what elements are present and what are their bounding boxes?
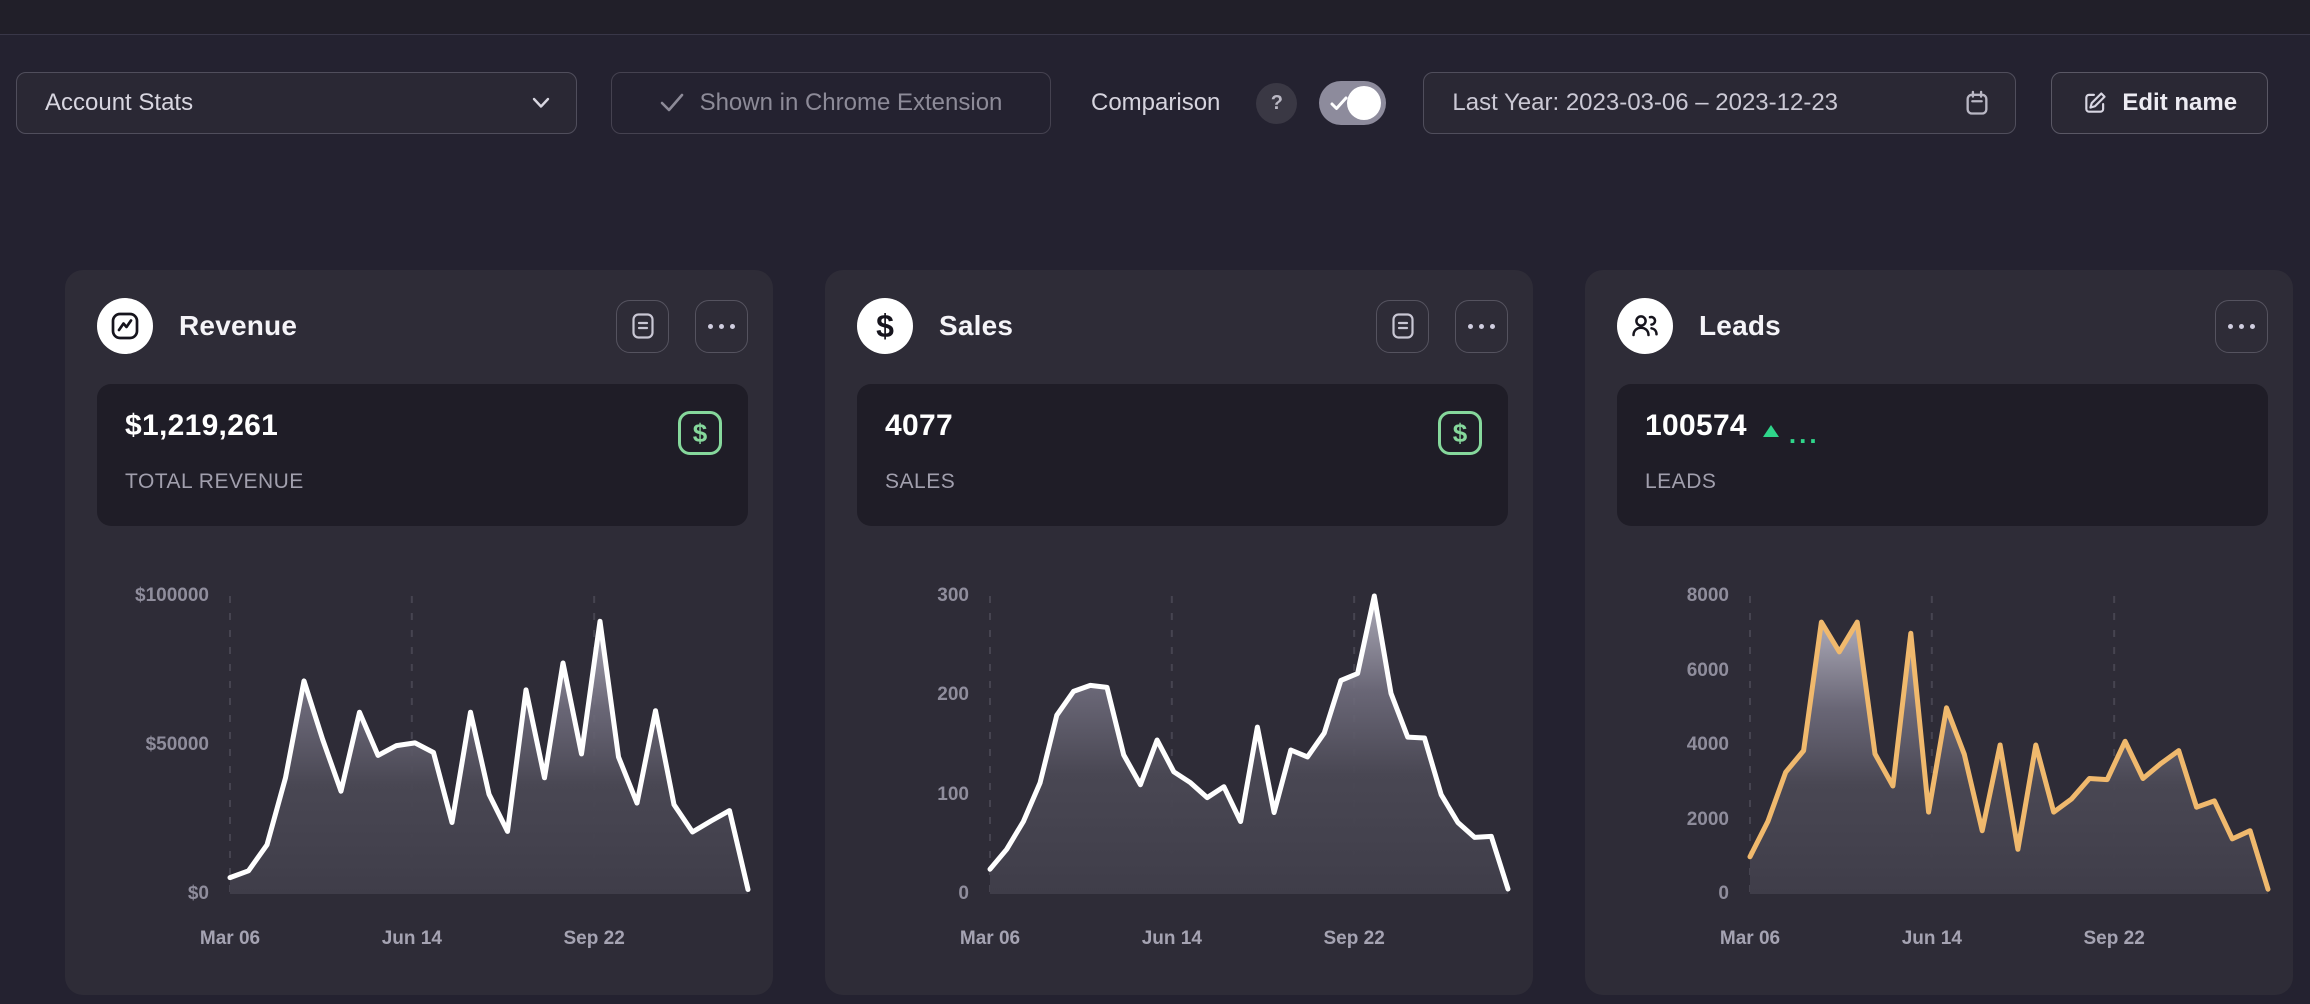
notes-button[interactable] xyxy=(616,299,669,353)
x-tick-label: Jun 14 xyxy=(381,928,442,949)
x-tick-label: Mar 06 xyxy=(199,928,261,949)
card-actions xyxy=(2215,299,2268,353)
revenue-chart: $0 $50000 $100000 Mar 06 Jun 14 Sep 22 xyxy=(97,585,751,956)
y-tick-label: 6000 xyxy=(1686,659,1729,681)
y-tick-label: $50000 xyxy=(145,734,209,755)
stat-box: 4077 SALES $ xyxy=(857,384,1508,526)
metric-card-revenue: Revenue $1,219,261 TOTAL REVENUE $ $0 $50… xyxy=(65,270,773,995)
card-header: $ Sales xyxy=(857,298,1508,354)
y-tick-label: 0 xyxy=(958,883,969,904)
edit-name-button[interactable]: Edit name xyxy=(2051,72,2269,134)
y-tick-label: 8000 xyxy=(1686,585,1729,606)
chart-plot xyxy=(227,596,751,894)
x-tick-label: Sep 22 xyxy=(2083,928,2145,949)
shown-in-extension-button[interactable]: Shown in Chrome Extension xyxy=(611,72,1051,134)
x-tick-label: Sep 22 xyxy=(563,928,625,949)
metric-card-sales: $ Sales 4077 SALES $ 0 100 200 300 Mar 06 Jun xyxy=(825,270,1533,995)
x-tick-label: Sep 22 xyxy=(1323,928,1385,949)
sales-chart: 0 100 200 300 Mar 06 Jun 14 Sep 22 xyxy=(857,585,1511,956)
y-tick-label: $0 xyxy=(187,883,209,904)
stat-box: $1,219,261 TOTAL REVENUE $ xyxy=(97,384,748,526)
stats-type-select-value: Account Stats xyxy=(45,89,194,116)
delta-loading-dots: ... xyxy=(1788,419,1820,449)
calendar-icon xyxy=(1966,90,1988,115)
dollar-badge-icon: $ xyxy=(678,411,722,455)
dollar-badge-icon: $ xyxy=(1438,411,1482,455)
check-icon xyxy=(660,93,683,112)
toggle-knob xyxy=(1347,86,1382,120)
ellipsis-icon xyxy=(1468,323,1495,329)
chart-plot xyxy=(1747,596,2271,894)
stats-type-select[interactable]: Account Stats xyxy=(16,72,577,134)
comparison-help-icon[interactable]: ? xyxy=(1256,82,1298,124)
dollar-circle-icon: $ xyxy=(857,298,913,354)
date-range-value: Last Year: 2023-03-06 – 2023-12-23 xyxy=(1452,89,1839,116)
more-options-button[interactable] xyxy=(2215,299,2268,353)
x-tick-label: Mar 06 xyxy=(1719,928,1781,949)
notes-button[interactable] xyxy=(1376,299,1429,353)
chart-plot xyxy=(987,593,1511,894)
toggle-check-icon xyxy=(1330,96,1348,110)
stat-label: LEADS xyxy=(1645,470,1717,493)
date-range-picker[interactable]: Last Year: 2023-03-06 – 2023-12-23 xyxy=(1423,72,2017,134)
trend-chart-icon xyxy=(97,298,153,354)
notes-icon xyxy=(631,313,654,339)
edit-name-label: Edit name xyxy=(2122,89,2238,116)
card-header: Revenue xyxy=(97,298,748,354)
y-tick-label: 100 xyxy=(937,783,969,805)
comparison-toggle[interactable] xyxy=(1319,81,1387,125)
leads-chart: 0 2000 4000 6000 8000 Mar 06 Jun 14 Sep 22 xyxy=(1617,585,2271,956)
y-tick-label: 0 xyxy=(1718,883,1729,904)
shown-in-extension-label: Shown in Chrome Extension xyxy=(699,89,1003,116)
y-tick-label: 300 xyxy=(937,585,969,606)
toolbar: Account Stats Shown in Chrome Extension … xyxy=(16,72,2294,134)
y-tick-label: $100000 xyxy=(135,585,209,606)
stat-value: 100574 xyxy=(1645,409,1747,442)
y-tick-label: 4000 xyxy=(1686,734,1729,755)
card-actions xyxy=(616,299,748,353)
y-tick-label: 2000 xyxy=(1686,808,1729,830)
users-icon xyxy=(1617,298,1673,354)
cards-row: Revenue $1,219,261 TOTAL REVENUE $ $0 $50… xyxy=(0,270,2310,995)
stat-value: 4077 xyxy=(885,409,953,442)
x-tick-label: Jun 14 xyxy=(1141,928,1202,949)
notes-icon xyxy=(1391,313,1414,339)
card-title: Revenue xyxy=(179,310,298,341)
x-tick-label: Jun 14 xyxy=(1901,928,1962,949)
top-bar xyxy=(0,0,2310,35)
y-tick-label: 200 xyxy=(937,684,969,706)
triangle-up-icon xyxy=(1762,425,1779,437)
stat-label: SALES xyxy=(885,470,956,493)
ellipsis-icon xyxy=(708,323,735,329)
card-title: Leads xyxy=(1699,310,1781,341)
more-options-button[interactable] xyxy=(695,299,748,353)
more-options-button[interactable] xyxy=(1455,299,1508,353)
card-title: Sales xyxy=(939,310,1014,341)
x-tick-label: Mar 06 xyxy=(959,928,1021,949)
metric-card-leads: Leads 100574 ... LEADS 0 2000 4000 6000 8000… xyxy=(1585,270,2293,995)
comparison-label: Comparison xyxy=(1091,89,1221,116)
chevron-down-icon xyxy=(532,97,550,108)
stat-label: TOTAL REVENUE xyxy=(125,470,304,493)
delta-indicator: ... xyxy=(1762,419,1820,449)
question-mark-icon: ? xyxy=(1270,91,1283,114)
ellipsis-icon xyxy=(2228,323,2255,329)
card-header: Leads xyxy=(1617,298,2268,354)
edit-pencil-icon xyxy=(2085,92,2107,113)
stat-box: 100574 ... LEADS xyxy=(1617,384,2268,526)
card-actions xyxy=(1376,299,1508,353)
stat-value: $1,219,261 xyxy=(125,409,279,442)
